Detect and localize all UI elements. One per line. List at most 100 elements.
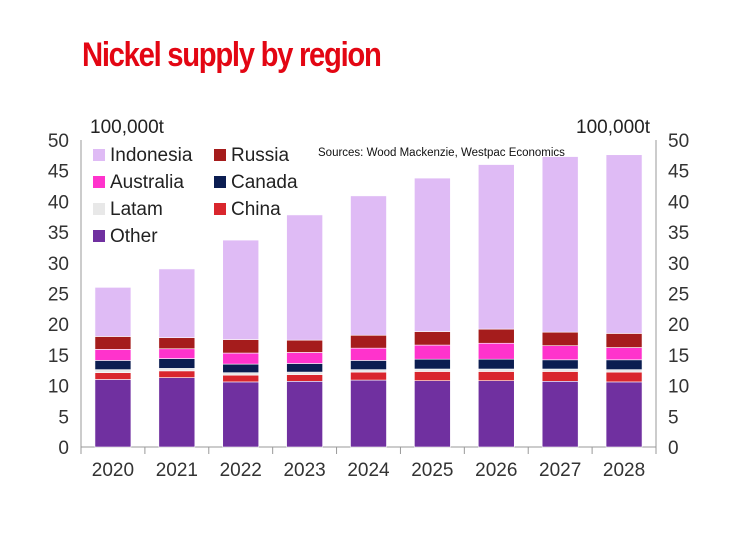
legend-swatch-china [214, 203, 226, 215]
y-tick-left-30: 30 [48, 254, 69, 275]
bar-australia-2023 [286, 352, 323, 364]
y-tick-left-40: 40 [48, 192, 69, 213]
y-tick-left-25: 25 [48, 285, 69, 306]
bar-russia-2021 [158, 337, 196, 350]
bar-indonesia-2023 [286, 214, 323, 341]
bar-canada-2022 [222, 363, 260, 374]
bar-australia-2026 [477, 342, 515, 360]
bar-canada-2027 [541, 359, 579, 370]
bar-australia-2024 [350, 347, 387, 361]
legend-label-canada: Canada [231, 172, 298, 193]
legend-swatch-indonesia [93, 149, 105, 161]
y-tick-left-45: 45 [48, 162, 69, 183]
bar-australia-2025 [414, 344, 451, 360]
y-tick-left-20: 20 [48, 315, 69, 336]
legend-swatch-australia [93, 176, 105, 188]
bar-latam-2020 [94, 369, 132, 374]
y-tick-left-15: 15 [48, 346, 69, 367]
y-tick-left-0: 0 [58, 438, 69, 459]
bar-latam-2022 [222, 372, 260, 376]
bar-canada-2024 [350, 360, 387, 370]
bar-russia-2028 [605, 333, 643, 348]
bar-indonesia-2027 [541, 156, 579, 333]
bar-china-2028 [605, 371, 643, 383]
bar-australia-2028 [605, 347, 643, 361]
bar-indonesia-2024 [350, 195, 387, 336]
y-tick-right-50: 50 [668, 131, 689, 152]
bar-china-2023 [286, 374, 323, 382]
x-tick-2021: 2021 [156, 460, 198, 481]
y-tick-right-40: 40 [668, 192, 689, 213]
bar-australia-2021 [158, 348, 196, 359]
x-tick-2027: 2027 [539, 460, 581, 481]
legend-label-australia: Australia [110, 172, 184, 193]
legend: Indonesia Russia Australia Canada Latam China… [93, 145, 298, 247]
x-tick-2020: 2020 [92, 460, 134, 481]
bar-latam-2025 [414, 368, 451, 372]
bar-russia-2022 [222, 339, 260, 354]
y-tick-right-0: 0 [668, 438, 679, 459]
bar-australia-2027 [541, 345, 579, 361]
legend-label-latam: Latam [110, 199, 163, 220]
y-tick-right-35: 35 [668, 223, 689, 244]
x-tick-2024: 2024 [347, 460, 390, 481]
legend-swatch-canada [214, 176, 226, 188]
left-axis-unit: 100,000t [90, 117, 165, 138]
y-tick-right-5: 5 [668, 407, 679, 428]
bar-other-2026 [477, 380, 515, 448]
legend-label-china: China [231, 199, 281, 220]
bar-latam-2028 [605, 369, 643, 373]
bar-indonesia-2021 [158, 268, 196, 339]
bar-china-2021 [158, 370, 196, 378]
bar-russia-2023 [286, 339, 323, 353]
bar-russia-2024 [350, 334, 387, 349]
bar-indonesia-2022 [222, 239, 260, 340]
bar-russia-2026 [477, 328, 515, 344]
right-axis-unit: 100,000t [576, 117, 651, 138]
bar-indonesia-2026 [477, 164, 515, 330]
y-tick-right-25: 25 [668, 285, 689, 306]
legend-label-russia: Russia [231, 145, 290, 166]
legend-swatch-other [93, 230, 105, 242]
y-tick-right-30: 30 [668, 254, 689, 275]
bar-australia-2020 [94, 349, 132, 361]
bar-other-2028 [605, 381, 643, 448]
y-tick-left-50: 50 [48, 131, 69, 152]
bar-china-2022 [222, 374, 260, 383]
bar-russia-2025 [414, 331, 451, 346]
legend-label-indonesia: Indonesia [110, 145, 193, 166]
bar-latam-2021 [158, 368, 196, 372]
bar-latam-2027 [541, 368, 579, 372]
y-tick-right-20: 20 [668, 315, 689, 336]
y-tick-right-45: 45 [668, 162, 689, 183]
bar-australia-2022 [222, 352, 260, 365]
bar-canada-2026 [477, 358, 515, 370]
bars [94, 154, 643, 448]
bar-china-2026 [477, 371, 515, 381]
x-tick-2023: 2023 [283, 460, 325, 481]
bar-russia-2020 [94, 336, 132, 350]
bar-other-2020 [94, 379, 132, 448]
bar-other-2025 [414, 380, 451, 448]
source-note: Sources: Wood Mackenzie, Westpac Economi… [318, 147, 565, 159]
bar-china-2020 [94, 372, 132, 380]
y-tick-right-10: 10 [668, 377, 689, 398]
bar-other-2027 [541, 381, 579, 448]
bar-indonesia-2020 [94, 287, 132, 337]
bar-indonesia-2028 [605, 154, 643, 334]
bar-latam-2024 [350, 369, 387, 373]
bar-canada-2021 [158, 358, 196, 369]
bar-indonesia-2025 [414, 177, 451, 332]
bar-canada-2028 [605, 359, 643, 370]
bar-latam-2023 [286, 371, 323, 375]
bar-china-2025 [414, 371, 451, 381]
bar-other-2022 [222, 381, 260, 448]
bar-canada-2025 [414, 358, 451, 370]
legend-swatch-russia [214, 149, 226, 161]
bar-other-2023 [286, 381, 323, 448]
bar-china-2027 [541, 371, 579, 382]
x-tick-2022: 2022 [220, 460, 262, 481]
legend-swatch-latam [93, 203, 105, 215]
